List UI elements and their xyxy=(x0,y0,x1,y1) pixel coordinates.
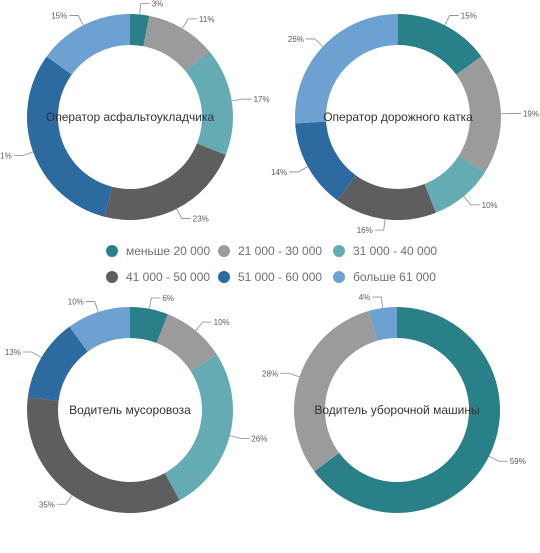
leader-line xyxy=(23,352,41,358)
leader-line xyxy=(372,297,383,308)
legend-dot xyxy=(106,245,118,257)
slice-31000-40000 xyxy=(185,51,233,155)
data-label: 28% xyxy=(262,369,278,378)
leader-line xyxy=(232,99,252,101)
slice-31000-40000 xyxy=(165,355,233,500)
leader-line xyxy=(140,4,150,15)
donut-chart-road-roller-operator: 15% 19% 10% 16% 14% 26% Оператор дорожного кат… xyxy=(255,0,540,260)
legend-label: 21 000 - 30 000 xyxy=(238,244,322,258)
leader-line xyxy=(69,15,83,25)
data-label: 15% xyxy=(51,11,67,20)
data-label: 59% xyxy=(510,457,526,466)
chart-page: 3%11%17%23%31%15%Оператор асфальтоукладч… xyxy=(0,0,540,513)
data-label: 23% xyxy=(193,215,209,224)
legend-dot xyxy=(333,245,345,257)
data-label: 31% xyxy=(0,152,12,161)
leader-line xyxy=(182,19,197,28)
data-label: 14% xyxy=(271,168,287,177)
data-label: 10% xyxy=(214,318,230,327)
data-label: 16% xyxy=(357,226,373,235)
leader-line xyxy=(230,436,250,439)
data-label: 35% xyxy=(39,500,55,509)
data-label: 13% xyxy=(5,348,21,357)
legend-label: меньше 20 000 xyxy=(126,244,210,258)
data-label: 26% xyxy=(288,35,304,44)
slice-over-61000 xyxy=(295,14,398,123)
data-label: 6% xyxy=(162,294,174,303)
legend-item: 21 000 - 30 000 xyxy=(218,242,322,260)
leader-line xyxy=(149,298,160,309)
chart-center-title: Водитель мусоровоза xyxy=(69,403,191,417)
leader-line xyxy=(289,167,308,172)
data-label: 10% xyxy=(68,298,84,307)
leader-line xyxy=(375,219,385,230)
leader-line xyxy=(177,209,191,219)
data-label: 19% xyxy=(523,109,539,118)
data-label: 4% xyxy=(359,293,371,302)
data-label: 3% xyxy=(152,0,164,9)
slice-21000-30000 xyxy=(294,311,377,471)
data-label: 11% xyxy=(199,15,214,24)
leader-line xyxy=(14,152,33,156)
donut-chart-asphalt-paver-operator: 3%11%17%23%31%15%Оператор асфальтоукладч… xyxy=(0,0,273,260)
leader-line xyxy=(464,196,480,204)
chart-center-title: Оператор асфальтоукладчика xyxy=(46,110,215,124)
slice-41000-50000 xyxy=(104,144,225,220)
donut-chart-street-sweeper-driver: 59% 28% 4% Водитель уборочной машины xyxy=(254,267,540,553)
chart-center-title: Водитель уборочной машины xyxy=(314,403,479,417)
legend-item: меньше 20 000 xyxy=(106,242,210,260)
legend-dot xyxy=(218,245,230,257)
leader-line xyxy=(86,302,98,312)
chart-center-title: Оператор дорожного катка xyxy=(323,110,473,124)
leader-line xyxy=(280,373,299,377)
slice-41000-50000 xyxy=(337,175,435,220)
leader-line xyxy=(306,39,323,47)
slice-51000-60000 xyxy=(27,56,112,216)
legend-label: 31 000 - 40 000 xyxy=(353,244,437,258)
leader-line xyxy=(57,495,72,504)
leader-line xyxy=(445,15,459,25)
donut-chart-garbage-truck-driver: 6%10%26%35%13%10%Водитель мусоровоза xyxy=(0,267,273,553)
leader-line xyxy=(196,322,212,330)
data-label: 10% xyxy=(482,201,498,210)
legend-item: 31 000 - 40 000 xyxy=(333,242,437,260)
data-label: 15% xyxy=(461,11,477,20)
leader-line xyxy=(489,456,508,461)
